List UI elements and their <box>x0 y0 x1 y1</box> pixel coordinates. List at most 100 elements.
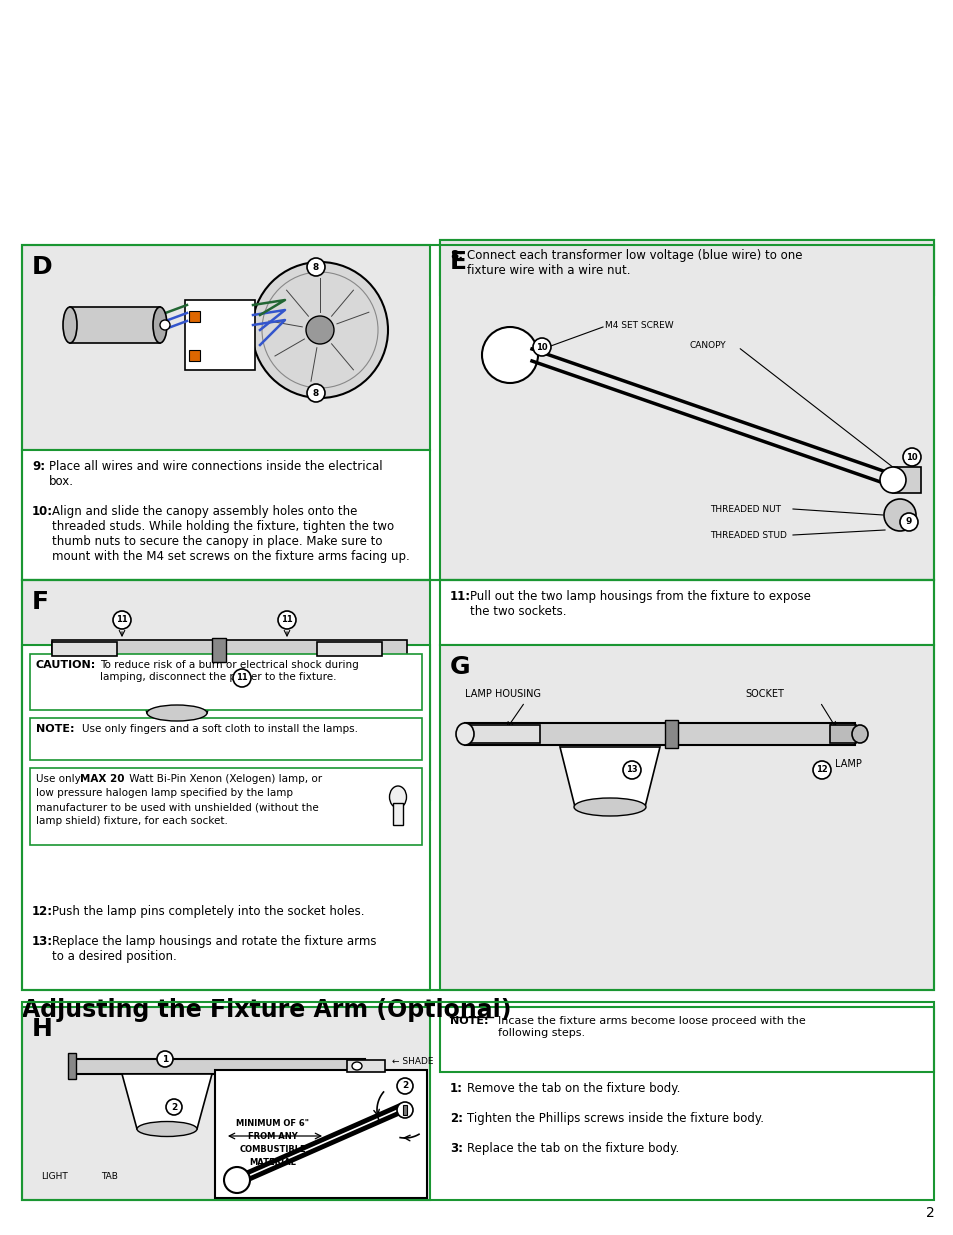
Bar <box>30 718 421 760</box>
Bar <box>30 655 421 710</box>
Text: Push the lamp pins completely into the socket holes.: Push the lamp pins completely into the s… <box>52 905 364 918</box>
Bar <box>70 308 160 343</box>
Text: 12: 12 <box>815 766 827 774</box>
Polygon shape <box>559 747 659 806</box>
Bar <box>439 240 933 295</box>
Text: NOTE:: NOTE: <box>36 724 74 734</box>
Text: LAMP HOUSING: LAMP HOUSING <box>464 689 540 699</box>
Circle shape <box>112 611 131 629</box>
Text: LAMP HOUSING: LAMP HOUSING <box>262 692 332 701</box>
Circle shape <box>396 1078 413 1094</box>
Text: CAUTION:: CAUTION: <box>36 659 96 671</box>
Text: 1:: 1: <box>450 1082 462 1095</box>
Text: 10: 10 <box>536 342 547 352</box>
Circle shape <box>233 669 251 687</box>
Bar <box>22 580 933 990</box>
Bar <box>212 638 226 662</box>
Ellipse shape <box>574 798 645 816</box>
Text: 10: 10 <box>905 452 917 462</box>
Polygon shape <box>122 1074 212 1129</box>
Ellipse shape <box>389 785 406 808</box>
Bar <box>22 245 430 450</box>
Circle shape <box>396 1102 413 1118</box>
Circle shape <box>899 513 917 531</box>
Bar <box>829 725 855 743</box>
Bar <box>464 725 539 743</box>
Text: Use only fingers and a soft cloth to install the lamps.: Use only fingers and a soft cloth to ins… <box>82 724 357 734</box>
Circle shape <box>533 338 551 356</box>
Text: Remove the tab on the fixture body.: Remove the tab on the fixture body. <box>467 1082 679 1095</box>
Text: SOCKET: SOCKET <box>744 689 783 699</box>
Text: 2: 2 <box>401 1082 408 1091</box>
Text: LIGHT: LIGHT <box>42 1172 69 1181</box>
Ellipse shape <box>851 725 867 743</box>
Bar <box>70 1058 365 1074</box>
Text: 13: 13 <box>625 766 638 774</box>
Circle shape <box>622 761 640 779</box>
Text: Adjusting the Fixture Arm (Optional): Adjusting the Fixture Arm (Optional) <box>22 998 511 1023</box>
Bar <box>52 642 117 656</box>
Text: THREADED NUT: THREADED NUT <box>709 505 781 514</box>
Bar <box>22 580 430 800</box>
Circle shape <box>306 316 334 345</box>
Text: COMBUSTIBLE: COMBUSTIBLE <box>239 1145 306 1153</box>
Text: CANOPY: CANOPY <box>689 341 726 350</box>
Text: H: H <box>32 1016 52 1041</box>
Text: Replace the tab on the fixture body.: Replace the tab on the fixture body. <box>467 1142 679 1155</box>
Bar <box>22 1002 933 1200</box>
Bar <box>185 300 254 370</box>
Text: 11: 11 <box>281 615 293 625</box>
Text: D: D <box>32 254 52 279</box>
Text: Place all wires and wire connections inside the electrical
box.: Place all wires and wire connections ins… <box>49 459 382 488</box>
Text: 2: 2 <box>171 1103 177 1112</box>
Text: E: E <box>450 249 467 274</box>
Circle shape <box>166 1099 182 1115</box>
Bar <box>316 642 381 656</box>
Bar <box>464 722 854 745</box>
Ellipse shape <box>456 722 474 745</box>
Text: F: F <box>32 590 49 614</box>
Text: 8: 8 <box>313 389 319 398</box>
Polygon shape <box>132 658 222 713</box>
Bar <box>30 768 421 845</box>
Bar <box>439 240 933 580</box>
Text: 11:: 11: <box>450 590 471 603</box>
Bar <box>68 1053 76 1079</box>
Circle shape <box>812 761 830 779</box>
Text: To reduce risk of a burn or electrical shock during
lamping, disconnect the powe: To reduce risk of a burn or electrical s… <box>100 659 358 682</box>
Bar <box>439 645 933 990</box>
Ellipse shape <box>63 308 77 343</box>
Text: ← SHADE: ← SHADE <box>392 1057 433 1067</box>
Text: low pressure halogen lamp specified by the lamp: low pressure halogen lamp specified by t… <box>36 788 293 798</box>
Ellipse shape <box>152 308 167 343</box>
Text: MAX 20: MAX 20 <box>80 774 125 784</box>
Bar <box>347 1060 385 1072</box>
Bar <box>22 450 430 580</box>
Text: M4 SET SCREW: M4 SET SCREW <box>604 321 673 330</box>
Text: —FIXTURE BODY: —FIXTURE BODY <box>236 1091 311 1099</box>
Bar <box>214 1070 427 1198</box>
Circle shape <box>262 272 377 388</box>
Text: 13:: 13: <box>32 935 53 948</box>
Text: TAB: TAB <box>101 1172 118 1181</box>
Text: THREADED STUD: THREADED STUD <box>709 531 786 540</box>
Text: Use only: Use only <box>36 774 84 784</box>
Bar <box>393 803 402 825</box>
Text: Connect each transformer low voltage (blue wire) to one
fixture wire with a wire: Connect each transformer low voltage (bl… <box>467 249 801 277</box>
Circle shape <box>277 611 295 629</box>
Text: NOTE:: NOTE: <box>450 1016 488 1026</box>
Bar <box>22 245 933 580</box>
Bar <box>664 720 678 748</box>
Circle shape <box>252 262 388 398</box>
Text: Incase the fixture arms become loose proceed with the
following steps.: Incase the fixture arms become loose pro… <box>497 1016 805 1037</box>
Text: 9:: 9: <box>32 459 45 473</box>
Bar <box>52 640 407 658</box>
Text: 10:: 10: <box>32 505 53 517</box>
Text: 12:: 12: <box>32 905 53 918</box>
Text: Replace the lamp housings and rotate the fixture arms
to a desired position.: Replace the lamp housings and rotate the… <box>52 935 376 963</box>
Bar <box>22 1007 430 1200</box>
Bar <box>189 350 200 361</box>
Circle shape <box>902 448 920 466</box>
Text: Tighten the Phillips screws inside the fixture body.: Tighten the Phillips screws inside the f… <box>467 1112 763 1125</box>
Text: 11: 11 <box>236 673 248 683</box>
